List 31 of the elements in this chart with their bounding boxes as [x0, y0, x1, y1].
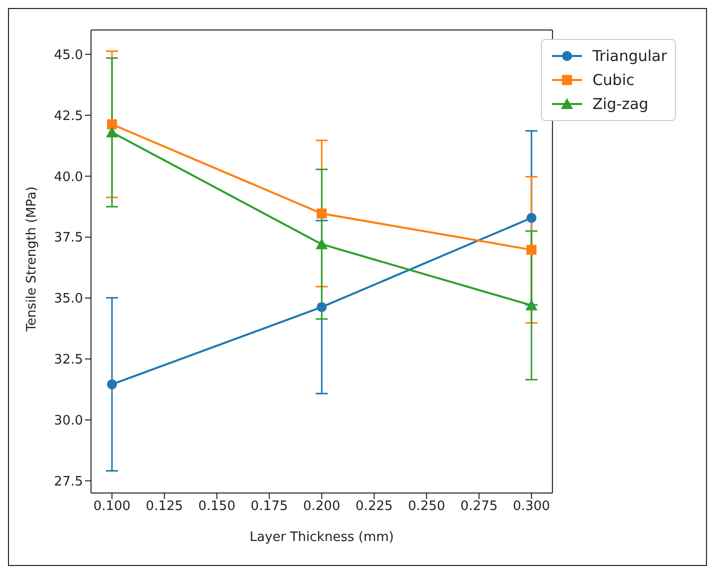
y-tick-label: 42.5 [54, 108, 83, 124]
y-tick-label: 37.5 [54, 230, 83, 246]
y-tick-label: 40.0 [54, 170, 83, 185]
point [106, 126, 118, 138]
point [316, 238, 328, 250]
x-tick-label: 0.150 [198, 499, 236, 514]
legend-label: Zig-zag [592, 95, 648, 113]
y-tick-label: 35.0 [54, 292, 83, 307]
x-tick-label: 0.100 [93, 499, 131, 514]
y-tick-label: 30.0 [54, 414, 83, 429]
point [526, 212, 536, 223]
x-tick-label: 0.275 [460, 499, 498, 514]
legend-label: Triangular [592, 47, 667, 65]
y-tick-label: 45.0 [54, 48, 83, 63]
x-tick-label: 0.125 [146, 499, 184, 514]
x-tick-label: 0.225 [356, 499, 393, 514]
x-tick-label: 0.300 [512, 499, 550, 514]
point [106, 119, 117, 130]
y-tick-label: 27.5 [54, 474, 83, 490]
x-axis-title: Layer Thickness (mm) [250, 530, 394, 545]
point [526, 244, 536, 255]
point [106, 379, 117, 390]
point [525, 299, 538, 310]
y-axis-title: Tensile Strength (MPa) [24, 186, 40, 332]
point [316, 302, 327, 312]
x-tick-label: 0.200 [303, 499, 340, 514]
point [316, 208, 327, 218]
x-tick-label: 0.250 [408, 499, 446, 514]
legend-label: Cubic [592, 71, 634, 89]
x-tick-label: 0.175 [250, 499, 288, 514]
y-tick-label: 32.5 [54, 352, 83, 368]
